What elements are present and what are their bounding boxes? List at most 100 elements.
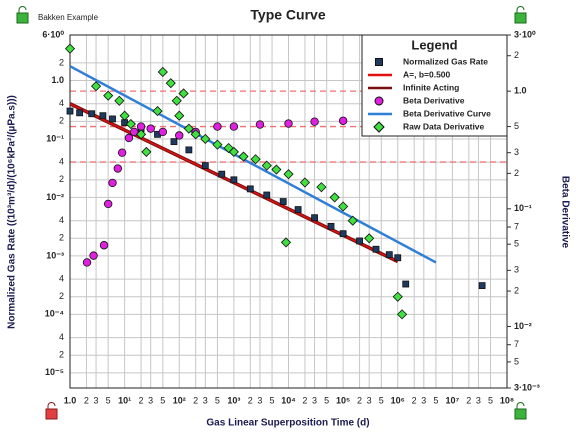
y2-tick-label: 10⁻² <box>514 321 532 331</box>
derivative-point <box>174 110 185 121</box>
y2-tick-label: 10⁻¹ <box>514 203 532 213</box>
x-tick-label: 5 <box>488 395 493 405</box>
x-tick-label: 5 <box>433 395 438 405</box>
y2-tick-label: 5 <box>514 239 519 249</box>
y-tick-label: 4 <box>59 98 64 108</box>
beta-point <box>113 164 123 173</box>
lock-icon[interactable] <box>514 6 527 24</box>
derivative-point <box>125 118 136 130</box>
legend-label: Beta Derivative <box>403 95 465 105</box>
y-tick-label: 2 <box>59 233 64 243</box>
beta-point <box>310 117 319 126</box>
y-tick-label: 1.0 <box>51 75 64 85</box>
y-tick-label: 6·10⁰ <box>42 29 64 39</box>
beta-point <box>124 133 134 143</box>
derivative-point <box>183 123 194 134</box>
y-tick-label: 2 <box>59 174 64 184</box>
x-tick-label: 5 <box>270 395 275 405</box>
lock-icon[interactable] <box>45 402 58 420</box>
beta-point <box>213 122 222 131</box>
x-tick-label: 1.0 <box>64 395 77 405</box>
beta-point <box>103 199 113 209</box>
derivative-point <box>200 133 211 145</box>
rate-point <box>478 282 486 290</box>
derivative-point <box>228 146 239 157</box>
rate-point <box>109 115 116 123</box>
y2-tick-label: 2 <box>514 285 519 295</box>
y-tick-label: 2 <box>59 291 64 301</box>
beta-point <box>136 122 146 131</box>
x-tick-label: 5 <box>160 395 165 405</box>
beta-point <box>117 148 127 157</box>
x-tick-label: 5 <box>215 395 220 405</box>
rate-point <box>339 230 347 238</box>
beta-point <box>175 131 184 140</box>
x-tick-label: 2 <box>466 395 471 405</box>
chart-title: Type Curve <box>250 7 325 23</box>
derivative-point <box>280 237 292 248</box>
y-tick-label: 4 <box>59 332 64 342</box>
y2-tick-label: 7 <box>514 221 519 231</box>
rate-point <box>218 170 226 178</box>
derivative-point <box>190 129 201 140</box>
beta-point <box>229 122 239 131</box>
derivative-point <box>157 66 168 78</box>
derivative-point <box>114 95 125 106</box>
beta-point <box>130 127 139 137</box>
x-tick-label: 3 <box>257 395 262 405</box>
y-tick-label: 4 <box>59 215 64 225</box>
x-tick-label: 2 <box>248 395 253 405</box>
subtitle: Bakken Example <box>38 13 99 22</box>
y2-tick-label: 2 <box>514 50 519 60</box>
x-tick-label: 3 <box>148 395 153 405</box>
y2-tick-label: 3 <box>514 265 519 275</box>
y2-tick-label: 2 <box>514 168 519 178</box>
rate-point <box>66 107 74 115</box>
plot-border <box>69 34 508 389</box>
derivative-point <box>299 177 311 188</box>
x-tick-label: 10⁵ <box>336 395 350 405</box>
beta-point <box>146 124 155 133</box>
derivative-point <box>329 192 340 203</box>
x-tick-label: 3 <box>421 395 426 405</box>
lock-icon[interactable] <box>16 6 29 24</box>
rate-point <box>327 222 335 230</box>
derivative-point <box>136 129 147 140</box>
x-tick-label: 5 <box>379 395 384 405</box>
beta-point <box>89 251 98 260</box>
y-tick-label: 10⁻⁵ <box>45 367 64 377</box>
derivative-point <box>397 309 408 320</box>
beta-point <box>158 127 168 137</box>
y-tick-label: 10⁻³ <box>46 250 64 260</box>
x-tick-label: 2 <box>302 395 307 405</box>
x-tick-label: 3 <box>476 395 481 405</box>
x-tick-label: 2 <box>357 395 362 405</box>
rate-point <box>88 110 96 118</box>
x-tick-label: 3 <box>312 395 317 405</box>
x-tick-label: 10² <box>173 395 186 405</box>
x-tick-label: 10¹ <box>118 395 131 405</box>
y2-tick-label: 3 <box>514 147 519 157</box>
legend-label: Normalized Gas Rate <box>403 56 488 66</box>
derivative-point <box>238 151 249 162</box>
y-tick-label: 10⁻² <box>46 192 64 202</box>
rate-point <box>402 280 410 288</box>
y-tick-label: 2 <box>59 116 64 126</box>
x-axis-label: Gas Linear Superposition Time (d) <box>206 418 369 429</box>
legend-swatch <box>374 96 384 106</box>
series-line <box>69 65 437 264</box>
derivative-point <box>103 90 114 101</box>
y2-tick-label: 3·10⁰ <box>514 29 536 39</box>
rate-point <box>170 138 178 146</box>
derivative-point <box>171 95 182 106</box>
derivative-point <box>347 215 358 226</box>
legend-label: Beta Derivative Curve <box>403 108 491 118</box>
rate-point <box>294 206 302 213</box>
y-axis-label: Normalized Gas Rate ((10³m³/d)/(10⁶kPa²/… <box>7 95 18 329</box>
lock-icon[interactable] <box>514 402 527 420</box>
legend-box <box>361 34 508 137</box>
x-tick-label: 10³ <box>227 395 240 405</box>
rate-point <box>230 176 238 184</box>
rate-point <box>185 146 193 154</box>
